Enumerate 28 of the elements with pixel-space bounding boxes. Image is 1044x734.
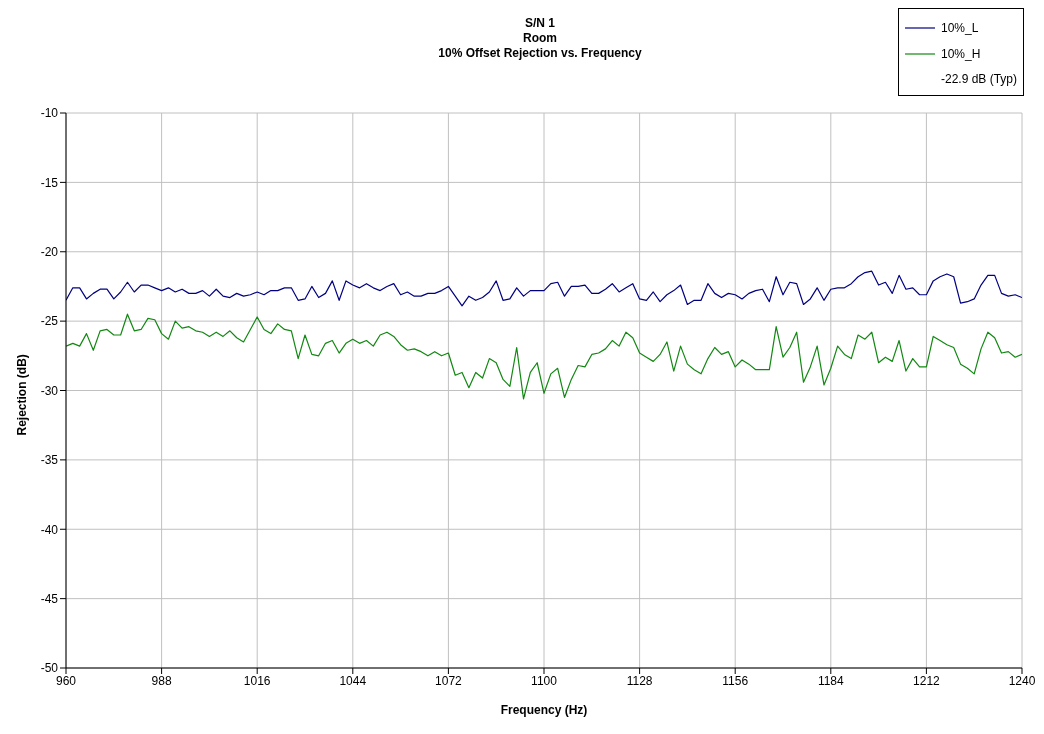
x-tick-label: 1016 xyxy=(243,673,271,688)
chart-title: S/N 1 Room 10% Offset Rejection vs. Frequency xyxy=(438,16,642,60)
y-tick-label: -20 xyxy=(40,245,59,260)
line-series xyxy=(66,313,1022,400)
y-tick-label: -30 xyxy=(40,383,59,398)
x-tick-label: 988 xyxy=(151,673,172,688)
legend-label: 10%_H xyxy=(940,47,981,61)
y-tick-label: -10 xyxy=(40,106,59,121)
legend-label: 10%_L xyxy=(940,21,979,35)
y-tick-label: -25 xyxy=(40,314,59,329)
x-tick-label: 1240 xyxy=(1008,673,1036,688)
x-tick-label: 1072 xyxy=(435,673,463,688)
x-tick-label: 1044 xyxy=(339,673,367,688)
text: -22.9 dB (Typ) xyxy=(939,71,1017,88)
x-tick-label: 960 xyxy=(55,673,77,688)
x-tick-label: 1184 xyxy=(817,673,845,688)
y-tick-label: -35 xyxy=(40,453,59,468)
line-series xyxy=(66,270,1022,307)
x-tick-label: 1128 xyxy=(626,673,653,688)
y-tick-label: -15 xyxy=(40,175,59,190)
y-tick-label: -50 xyxy=(40,661,59,676)
x-tick-label: 1156 xyxy=(722,673,749,688)
x-tick-label: 1100 xyxy=(531,673,558,688)
y-tick-label: -45 xyxy=(40,591,59,606)
x-tick-label: 1212 xyxy=(913,673,941,688)
x-axis-title: Frequency (Hz) xyxy=(500,703,588,717)
y-tick-label: -40 xyxy=(40,522,59,537)
y-axis-title: Rejection (dB) xyxy=(15,354,30,436)
